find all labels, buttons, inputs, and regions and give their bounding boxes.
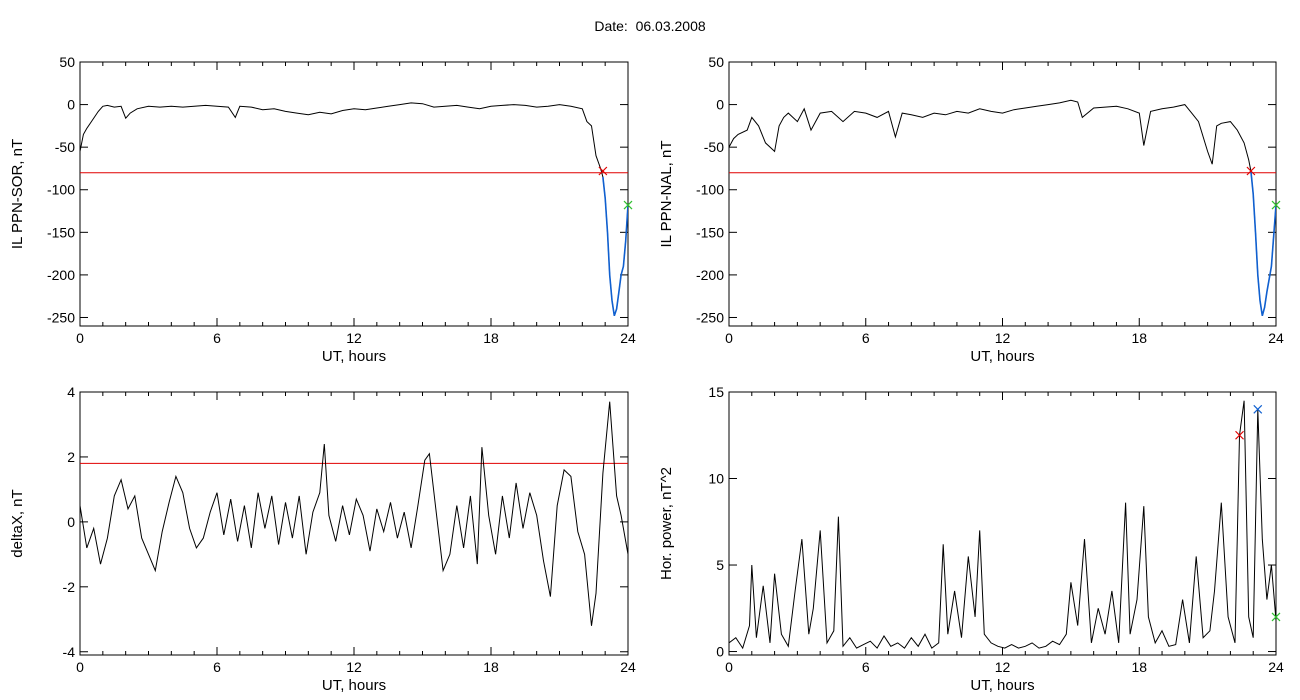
x-axis-label: UT, hours: [970, 348, 1034, 365]
marker-x: [1271, 612, 1281, 622]
x-axis-label: UT, hours: [322, 348, 386, 365]
marker-x: [598, 166, 608, 176]
y-tick-label: 4: [67, 384, 75, 400]
series-line: [80, 102, 628, 316]
x-tick-label: 24: [1268, 659, 1284, 675]
x-tick-label: 0: [725, 330, 733, 346]
series-line: [729, 99, 1276, 316]
x-tick-label: 18: [483, 659, 499, 675]
plot-frame: [79, 61, 629, 327]
x-tick-label: 12: [995, 330, 1011, 346]
x-tick-label: 24: [620, 659, 636, 675]
x-tick-label: 18: [1131, 330, 1147, 346]
date-label: Date:: [594, 18, 628, 34]
x-tick-label: 6: [213, 659, 221, 675]
x-axis-label: UT, hours: [322, 677, 386, 694]
marker-x: [623, 200, 633, 210]
chart-il-sor: 0 6 12 18 24 50 0 -50 -100 -150 -200 -250 UT, hours I…: [9, 54, 636, 365]
y-tick-label: 50: [708, 54, 724, 70]
x-tick-label: 0: [76, 330, 84, 346]
y-tick-label: 0: [716, 644, 724, 660]
y-tick-label: -100: [696, 182, 724, 198]
y-tick-label: 0: [67, 514, 75, 530]
marker-x: [1246, 166, 1256, 176]
y-tick-label: 0: [716, 97, 724, 113]
x-tick-label: 24: [620, 330, 636, 346]
marker-x: [1271, 200, 1281, 210]
y-axis-label: deltaX, nT: [9, 489, 26, 557]
marker-x: [1235, 430, 1244, 440]
y-tick-label: -50: [704, 139, 724, 155]
x-tick-label: 0: [76, 659, 84, 675]
y-tick-label: 0: [67, 97, 75, 113]
y-tick-label: 15: [708, 384, 724, 400]
x-tick-label: 6: [213, 330, 221, 346]
y-axis-label: IL PPN-NAL, nT: [658, 141, 675, 248]
x-tick-label: 6: [862, 659, 870, 675]
marker-x: [1253, 404, 1263, 414]
plot-frame: [728, 61, 1277, 327]
y-tick-label: -200: [47, 267, 75, 283]
series-line: [729, 400, 1276, 650]
x-tick-label: 18: [483, 330, 499, 346]
series-line: [80, 401, 628, 626]
y-tick-label: -150: [47, 224, 75, 240]
y-tick-label: 50: [59, 54, 75, 70]
y-tick-label: 2: [67, 449, 75, 465]
chart-il-nal: 0 6 12 18 24 50 0 -50 -100 -150 -200 -250 UT, hours I…: [658, 54, 1284, 365]
plot-frame: [79, 391, 629, 656]
y-axis-label: IL PPN-SOR, nT: [9, 139, 26, 249]
y-tick-label: -200: [696, 267, 724, 283]
y-tick-label: 10: [708, 471, 724, 487]
x-tick-label: 18: [1131, 659, 1147, 675]
y-tick-label: -250: [47, 309, 75, 325]
x-axis-label: UT, hours: [970, 677, 1034, 694]
x-tick-label: 12: [995, 659, 1011, 675]
y-tick-label: -2: [63, 579, 76, 595]
y-tick-label: -100: [47, 182, 75, 198]
x-tick-label: 24: [1268, 330, 1284, 346]
plot-frame: [728, 391, 1277, 656]
y-tick-label: -50: [55, 139, 75, 155]
y-tick-label: -4: [63, 644, 76, 660]
highlight-segment: [602, 176, 628, 317]
y-tick-label: -150: [696, 224, 724, 240]
x-tick-label: 0: [725, 659, 733, 675]
y-tick-label: 5: [716, 557, 724, 573]
y-tick-label: -250: [696, 309, 724, 325]
x-tick-label: 12: [346, 330, 362, 346]
highlight-segment: [1250, 170, 1276, 317]
x-tick-label: 12: [346, 659, 362, 675]
chart-deltax: 0 6 12 18 24 4 2 0 -2 -4 UT, hours deltaX, nT: [9, 384, 636, 694]
date-value: 06.03.2008: [635, 18, 706, 34]
chart-hor-power: 0 6 12 18 24 15 10 5 0 UT, hours Hor. power, nT^2: [658, 384, 1284, 694]
x-tick-label: 6: [862, 330, 870, 346]
y-axis-label: Hor. power, nT^2: [658, 467, 675, 580]
date-header: Date: 06.03.2008: [0, 18, 1300, 34]
